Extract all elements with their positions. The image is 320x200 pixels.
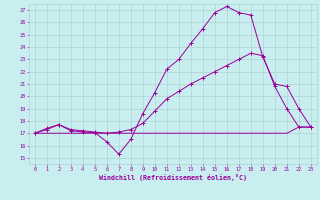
X-axis label: Windchill (Refroidissement éolien,°C): Windchill (Refroidissement éolien,°C)	[99, 174, 247, 181]
